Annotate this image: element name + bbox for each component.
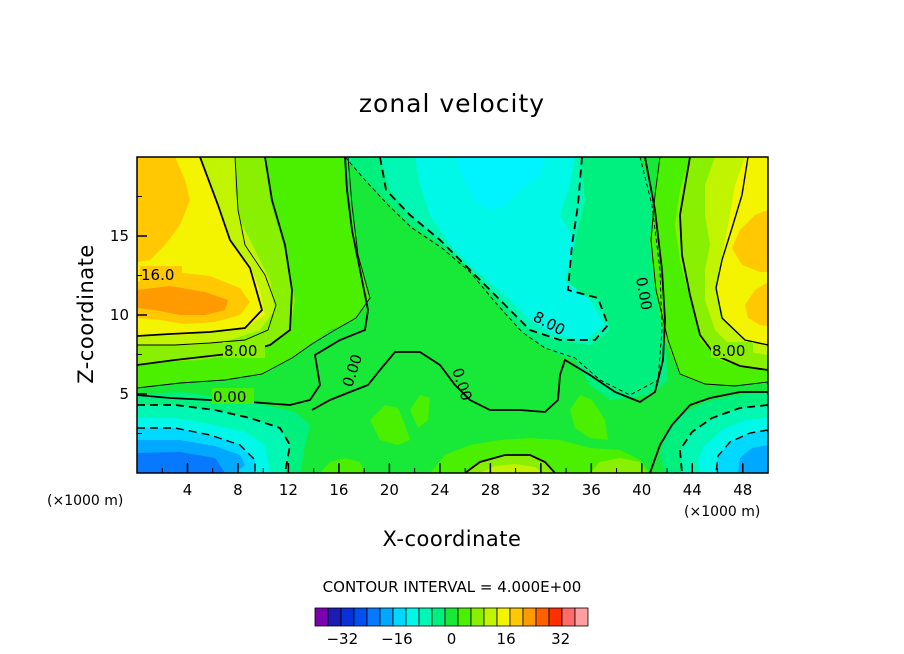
colorbar-swatch: [379, 607, 394, 627]
colorbar-tick-label: −16: [381, 630, 413, 648]
colorbar-swatch: [470, 607, 485, 627]
x-tick-label: 44: [683, 481, 702, 499]
x-tick-label: 4: [183, 481, 193, 499]
x-tick-label: 24: [430, 481, 449, 499]
contour-8-bottom-mid: [464, 454, 556, 473]
contour-label-8-left: 8.00: [224, 342, 257, 360]
colorbar-tick-label: −32: [326, 630, 358, 648]
x-tick-label: 12: [279, 481, 298, 499]
blob-pos4-a: [370, 405, 410, 445]
colorbar-swatch: [314, 607, 329, 627]
region-pos20-right-upper: [732, 210, 768, 272]
contour-16-right: [715, 157, 768, 346]
contour-labels: 16.0 8.00 0.00 0.00 0.00 8.00 0.00 8.00: [140, 266, 753, 406]
y-tick-label: 5: [119, 385, 129, 403]
colorbar: [314, 607, 589, 627]
colorbar-tick-label: 16: [497, 630, 516, 648]
chart-title: zonal velocity: [359, 89, 545, 118]
x-tick-label: 48: [733, 481, 752, 499]
x-tick-label: 28: [481, 481, 500, 499]
colorbar-swatch: [392, 607, 407, 627]
contour-8-right: [679, 157, 768, 371]
colorbar-swatch: [535, 607, 550, 627]
y-axis-label: Z-coordinate: [74, 244, 98, 384]
region-neg12-center: [415, 157, 605, 340]
x-tick-label: 16: [329, 481, 348, 499]
contour-label-0-right: 0.00: [632, 276, 656, 312]
region-pos24-left-jet: [137, 286, 228, 315]
contour-neg8-br: [679, 404, 768, 473]
x-tick-label: 8: [233, 481, 243, 499]
colorbar-swatch: [483, 607, 498, 627]
contour-neg16-br: [715, 429, 768, 473]
blob-pos4-b: [410, 395, 430, 428]
contour-label-0-left: 0.00: [213, 388, 246, 406]
x-unit-right: (×1000 m): [684, 504, 760, 520]
colorbar-swatch: [548, 607, 563, 627]
contour-4-thin-right: [650, 157, 768, 387]
colorbar-swatch: [418, 607, 433, 627]
region-neg16-top: [455, 157, 545, 210]
colorbar-swatch: [457, 607, 472, 627]
x-axis-label: X-coordinate: [383, 527, 522, 551]
y-tick-label: 15: [110, 227, 129, 245]
colorbar-swatch: [574, 607, 589, 627]
region-pos12-bottom-mid: [480, 464, 542, 473]
colorbar-swatch: [340, 607, 355, 627]
contour-neg8-center: [379, 157, 610, 341]
x-tick-label: 40: [632, 481, 651, 499]
colorbar-ticks: −32 −16 0 16 32: [326, 630, 570, 648]
colorbar-swatch: [405, 607, 420, 627]
region-pos20-right-lower: [745, 282, 768, 326]
y-axis: 5 10 15: [110, 196, 147, 434]
x-axis: 4 8 12 16 20 24 28 32 36 40 44 48: [161, 463, 752, 499]
contour-label-16-left: 16.0: [141, 266, 174, 284]
colorbar-swatch: [366, 607, 381, 627]
x-tick-label: 32: [531, 481, 550, 499]
contour-16-left: [137, 157, 264, 337]
colorbar-swatch: [431, 607, 446, 627]
contour-8-left: [137, 157, 293, 366]
contour-interval-text: CONTOUR INTERVAL = 4.000E+00: [323, 578, 582, 596]
blob-pos4-c: [570, 395, 608, 440]
region-pos20-left-top: [137, 157, 190, 262]
contour-neg16-bl: [137, 427, 256, 473]
plot-area: 16.0 8.00 0.00 0.00 0.00 8.00 0.00 8.00: [137, 157, 768, 473]
contour-4-thin-left: [137, 157, 371, 389]
contour-neg4-center: [344, 157, 663, 396]
colorbar-swatch: [522, 607, 537, 627]
contour-zero-mid-loop: [311, 157, 666, 413]
contour-zero-right: [649, 391, 768, 473]
colorbar-tick-label: 0: [447, 630, 457, 648]
contour-label-8-right: 8.00: [712, 342, 745, 360]
x-tick-label: 36: [582, 481, 601, 499]
colorbar-swatch: [353, 607, 368, 627]
colorbar-swatch: [327, 607, 342, 627]
colorbar-swatch: [444, 607, 459, 627]
region-pos4-bottom-left: [320, 458, 365, 473]
colorbar-swatch: [496, 607, 511, 627]
x-tick-label: 20: [380, 481, 399, 499]
colorbar-swatch: [561, 607, 576, 627]
region-pos8-bottom-right: [590, 458, 645, 473]
contour-12-thin-left: [137, 157, 277, 346]
colorbar-swatch: [509, 607, 524, 627]
region-neg20-br: [738, 445, 768, 473]
x-unit-left: (×1000 m): [47, 493, 123, 509]
colorbar-tick-label: 32: [551, 630, 570, 648]
region-neg24-bl: [137, 452, 225, 473]
y-tick-label: 10: [110, 306, 129, 324]
